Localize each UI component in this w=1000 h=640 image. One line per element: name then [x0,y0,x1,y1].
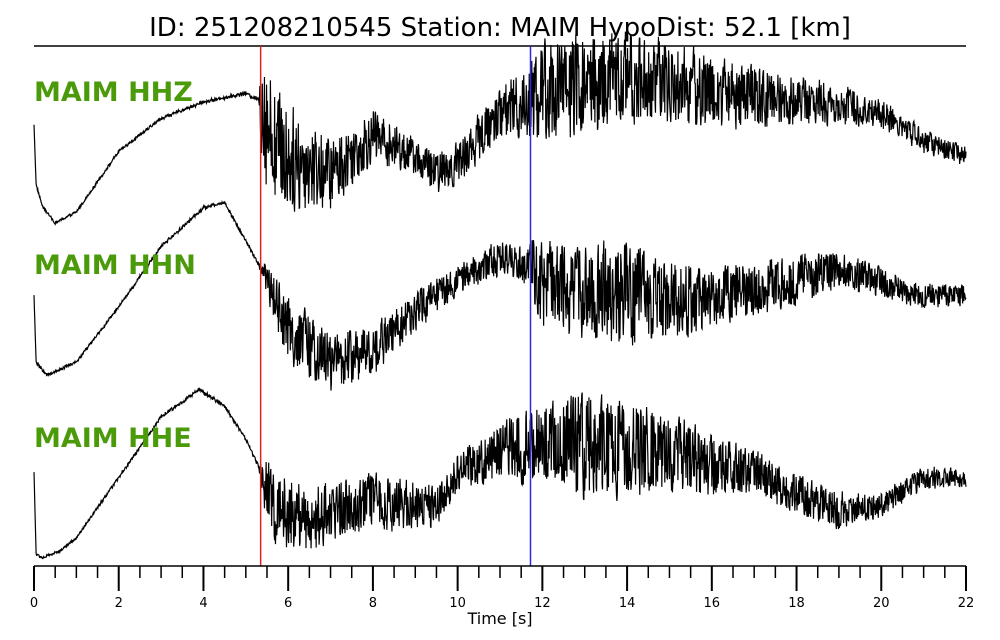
channel-label-group: MAIM HHZ MAIM HHN MAIM HHE [34,77,196,454]
channel-label-maim-hhz: MAIM HHZ [34,77,193,108]
x-axis: 0 2 4 6 8 10 12 14 16 18 20 22 [30,565,975,611]
channel-label-maim-hhe: MAIM HHE [34,423,192,454]
x-tick-label: 18 [788,596,805,611]
pick-line-group [259,46,532,566]
chart-title: ID: 251208210545 Station: MAIM HypoDist:… [149,13,851,43]
trace-maim-hhz [33,31,967,226]
x-axis-label: Time [s] [466,609,532,628]
trace-maim-hhn [33,199,967,391]
x-tick-label: 2 [115,596,123,611]
channel-label-maim-hhn: MAIM HHN [34,250,196,281]
x-tick-label: 16 [704,596,721,611]
trace-maim-hhe [33,387,967,560]
x-tick-label: 22 [958,596,975,611]
x-tick-label: 4 [199,596,207,611]
x-tick-label: 10 [449,596,466,611]
x-tick-label: 14 [619,596,636,611]
trace-group [33,31,967,560]
x-tick-label: 0 [30,596,38,611]
x-tick-label: 6 [284,596,292,611]
x-tick-label: 20 [873,596,890,611]
x-tick-label: 12 [534,596,551,611]
x-tick-label: 8 [369,596,377,611]
